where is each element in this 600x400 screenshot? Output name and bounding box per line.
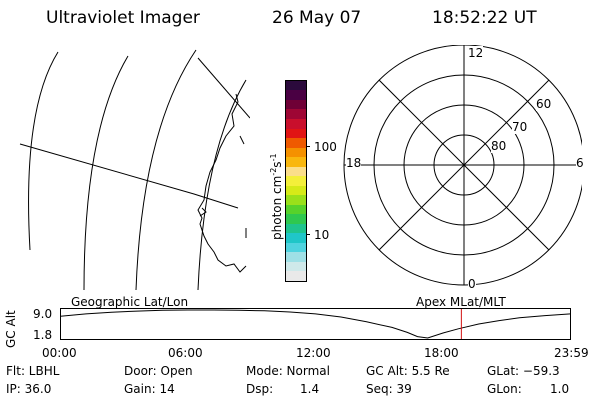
info-dsp-label: Dsp: [246,382,274,396]
map-grid-arc [135,49,197,291]
colorbar-segment [286,90,306,100]
info-door: Door: Open [124,364,193,378]
colorbar-segment [286,157,306,167]
colorbar-segment [286,99,306,110]
altitude-plot [60,308,571,340]
xtick-1800: 18:00 [424,346,459,360]
time-label: 18:52:22 UT [432,8,537,28]
xtick-0600: 06:00 [168,346,203,360]
colorbar-segment [286,223,306,234]
colorbar-segment [286,252,306,262]
info-glat: GLat: −59.3 [487,364,560,378]
info-flt: Flt: LBHL [6,364,60,378]
colorbar-segment [286,195,306,205]
altitude-ytick-bottom: 1.8 [33,328,53,342]
polar-label-70: 70 [512,120,528,134]
instrument-title: Ultraviolet Imager [46,8,200,28]
colorbar-segment [286,204,306,215]
colorbar-segment [286,176,306,186]
colorbar-segment [286,233,306,243]
map-grid-line [197,57,250,119]
polar-label-0: 0 [468,277,476,291]
colorbar-tick-100: 100 [314,140,337,154]
colorbar-tick-10: 10 [314,228,330,242]
colorbar-segment [286,166,306,177]
geographic-label: Geographic Lat/Lon [71,295,189,309]
map-grid-line [19,143,239,209]
info-dsp-value: 1.4 [300,382,320,396]
xtick-2359: 23:59 [554,346,589,360]
colorbar-segment [286,109,306,119]
info-gc-alt: GC Alt: 5.5 Re [366,364,450,378]
colorbar-segment [286,138,306,148]
info-seq: Seq: 39 [366,382,412,396]
colorbar-tick-mark [306,234,310,235]
date-label: 26 May 07 [272,8,362,28]
colorbar-segment [286,261,306,272]
altitude-curve [60,309,571,339]
altitude-frame [60,308,571,340]
map-grid-arc [28,51,59,251]
colorbar-segment [286,271,306,281]
altitude-ytick-top: 9.0 [33,307,53,321]
colorbar-segment [286,118,306,129]
polar-label-80: 80 [491,139,507,153]
xtick-1200: 12:00 [296,346,331,360]
xtick-0000: 00:00 [42,346,77,360]
polar-plot [343,45,582,286]
colorbar-segment [286,214,306,224]
polar-label-12: 12 [468,46,484,60]
colorbar-segment [286,80,306,91]
colorbar-segment [286,128,306,139]
polar-label-6: 6 [576,156,584,170]
polar-diagonal [378,79,550,251]
info-glon-value: 1.0 [550,382,570,396]
colorbar-segment [286,242,306,253]
polar-label-60: 60 [536,97,552,111]
coastline [197,93,247,273]
info-ip: IP: 36.0 [6,382,52,396]
altitude-ylabel: GC Alt [4,310,18,348]
info-gain: Gain: 14 [124,382,175,396]
info-mode: Mode: Normal [246,364,330,378]
colorbar [285,80,307,282]
coastline [239,135,245,145]
info-glon-label: GLon: [487,382,522,396]
polar-label-18: 18 [346,156,362,170]
colorbar-segment [286,185,306,196]
geographic-map [19,49,250,291]
map-grid-arc [83,55,129,291]
map-grid-arc [197,79,247,291]
apex-label: Apex MLat/MLT [416,295,506,309]
colorbar-tick-mark [306,146,310,147]
colorbar-segment [286,147,306,158]
colorbar-label: photon cm-2s-1 [269,153,284,240]
coastline [199,207,207,217]
